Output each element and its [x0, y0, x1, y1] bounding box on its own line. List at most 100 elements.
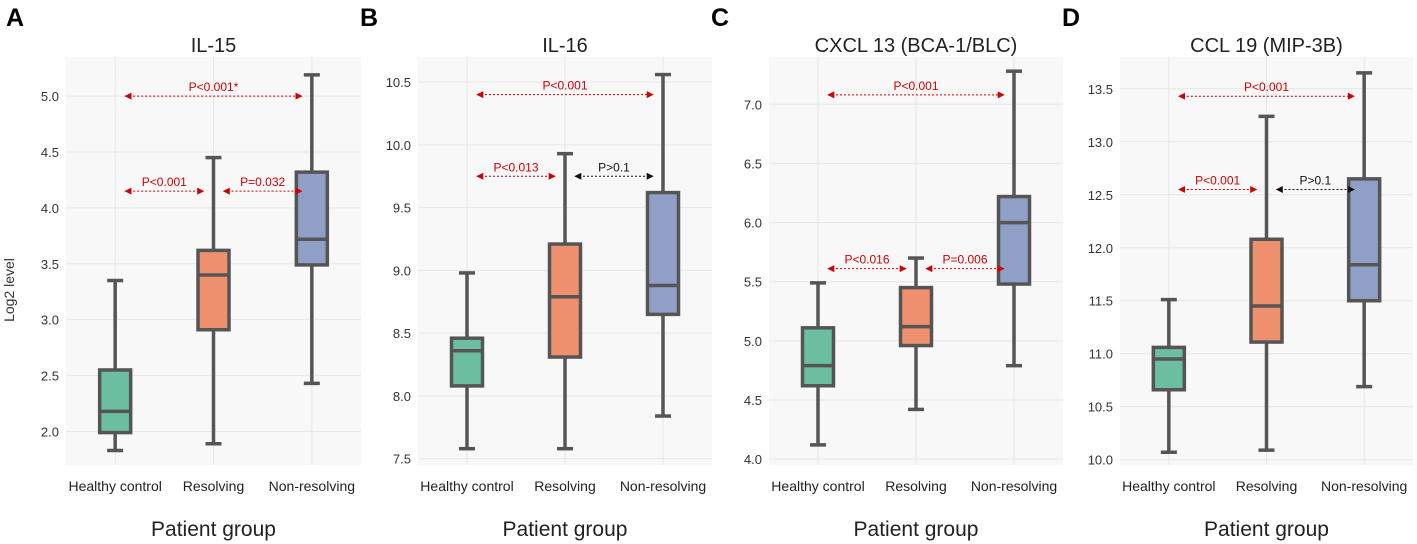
y-tick-label: 13.5 [1088, 82, 1113, 97]
y-tick-label: 11.0 [1089, 347, 1113, 362]
box-iqr [645, 190, 681, 317]
box-resolving [196, 155, 231, 446]
y-tick-label: 3.0 [41, 313, 59, 328]
box-iqr [449, 336, 485, 388]
y-tick-label: 10.5 [386, 75, 411, 90]
p-value-label: P<0.001* [189, 80, 239, 94]
y-tick-label: 4.5 [41, 145, 59, 160]
p-value-label: P>0.1 [1299, 173, 1331, 187]
y-tick-label: 7.0 [744, 97, 762, 112]
box-resolving [547, 151, 583, 451]
significance-annotation: P<0.001 [1178, 80, 1355, 100]
y-tick-label: 7.5 [393, 452, 411, 467]
x-axis-label: Patient group [1204, 518, 1329, 541]
p-value-label: P=0.032 [240, 175, 285, 189]
x-tick-label: Healthy control [68, 478, 161, 494]
y-tick-label: 10.0 [386, 138, 411, 153]
significance-annotation: P>0.1 [1275, 173, 1355, 193]
p-value-label: P<0.013 [493, 160, 538, 174]
panel-c: 4.0 4.5 5.0 5.5 6.0 6.5 7.0 C CXCL 13 (BCA-1/BLC… [711, 4, 1063, 541]
x-axis-label: Patient group [151, 518, 276, 541]
box-iqr [898, 285, 934, 348]
x-tick-label: Healthy control [1122, 478, 1215, 494]
x-tick-label: Resolving [183, 478, 244, 494]
y-tick-label: 5.5 [744, 275, 762, 290]
p-value-label: P<0.001 [142, 175, 187, 189]
y-tick-label: 9.0 [393, 263, 411, 278]
x-axis-label: Patient group [854, 518, 979, 541]
significance-annotation: P>0.1 [574, 160, 654, 180]
y-tick-label: 6.5 [744, 156, 762, 171]
y-tick-label: 6.0 [744, 216, 762, 231]
p-value-label: P<0.001 [542, 79, 587, 93]
y-axis-label: Log2 level [1, 258, 17, 322]
y-tick-label: 5.0 [41, 89, 59, 104]
significance-annotation: P<0.001 [1178, 173, 1258, 193]
x-axis-label: Patient group [503, 518, 628, 541]
box-non-resolving [294, 73, 330, 386]
panel-a: 2.0 2.5 3.0 3.5 4.0 4.5 5.0 A IL-15 Healthy contr… [6, 4, 361, 541]
box-iqr [97, 368, 133, 435]
box-iqr [1151, 345, 1187, 392]
x-tick-label: Non-resolving [1321, 478, 1407, 494]
y-tick-label: 4.0 [744, 452, 762, 467]
box-non-resolving [645, 72, 681, 418]
y-tick-label: 8.0 [393, 389, 411, 404]
panel-b: 7.5 8.0 8.5 9.0 9.5 10.0 10.5 B IL-16 Healthy con… [360, 4, 712, 541]
box-resolving [1249, 114, 1284, 452]
box-iqr [196, 248, 231, 332]
box-non-resolving [1346, 71, 1382, 389]
box-healthy-control [97, 278, 133, 453]
panel-letter: A [6, 4, 24, 32]
box-iqr [1249, 237, 1284, 344]
y-tick-label: 2.0 [41, 424, 59, 439]
y-tick-label: 4.0 [41, 201, 59, 216]
box-iqr [294, 170, 330, 267]
p-value-label: P<0.001 [1195, 173, 1240, 187]
panel-title: CCL 19 (MIP-3B) [1190, 35, 1343, 57]
y-tick-label: 8.5 [393, 326, 411, 341]
p-value-label: P<0.016 [844, 253, 889, 267]
significance-annotation: P=0.006 [925, 253, 1005, 273]
p-value-label: P>0.1 [598, 160, 630, 174]
x-tick-label: Resolving [1236, 478, 1297, 494]
x-tick-label: Healthy control [420, 478, 513, 494]
box-healthy-control [449, 271, 485, 451]
panel-title: IL-16 [542, 35, 588, 57]
x-tick-label: Non-resolving [971, 478, 1057, 494]
panel-letter: C [711, 4, 729, 32]
y-tick-label: 2.5 [41, 369, 59, 384]
x-tick-label: Non-resolving [269, 478, 355, 494]
y-tick-label: 9.5 [393, 201, 411, 216]
panel-d: 10.0 10.5 11.0 11.5 12.0 12.5 13.0 13.5 D CCL 19 … [1062, 4, 1413, 541]
significance-annotation: P<0.001 [124, 175, 205, 195]
significance-annotation: P=0.032 [222, 175, 303, 195]
panel-title: IL-15 [191, 35, 237, 57]
significance-annotation: P<0.001* [124, 80, 303, 100]
box-resolving [898, 256, 934, 412]
y-tick-label: 11.5 [1089, 294, 1113, 309]
x-tick-label: Healthy control [771, 478, 864, 494]
y-tick-label: 12.0 [1088, 241, 1113, 256]
p-value-label: P<0.001 [1244, 80, 1289, 94]
x-tick-label: Non-resolving [620, 478, 706, 494]
significance-annotation: P<0.001 [827, 79, 1005, 99]
panel-title: CXCL 13 (BCA-1/BLC) [815, 35, 1018, 57]
significance-annotation: P<0.016 [827, 253, 907, 273]
p-value-label: P=0.006 [942, 253, 987, 267]
y-tick-label: 5.0 [744, 334, 762, 349]
y-tick-label: 4.5 [744, 393, 762, 408]
box-healthy-control [800, 281, 836, 447]
panel-letter: B [360, 4, 378, 32]
box-iqr [547, 242, 583, 359]
panel-letter: D [1062, 4, 1080, 32]
x-tick-label: Resolving [885, 478, 946, 494]
box-healthy-control [1151, 297, 1187, 455]
box-iqr [800, 326, 836, 388]
y-tick-label: 12.5 [1088, 188, 1113, 203]
significance-annotation: P<0.001 [476, 79, 654, 99]
y-tick-label: 10.0 [1088, 453, 1113, 468]
y-tick-label: 13.0 [1088, 135, 1113, 150]
p-value-label: P<0.001 [893, 79, 938, 93]
